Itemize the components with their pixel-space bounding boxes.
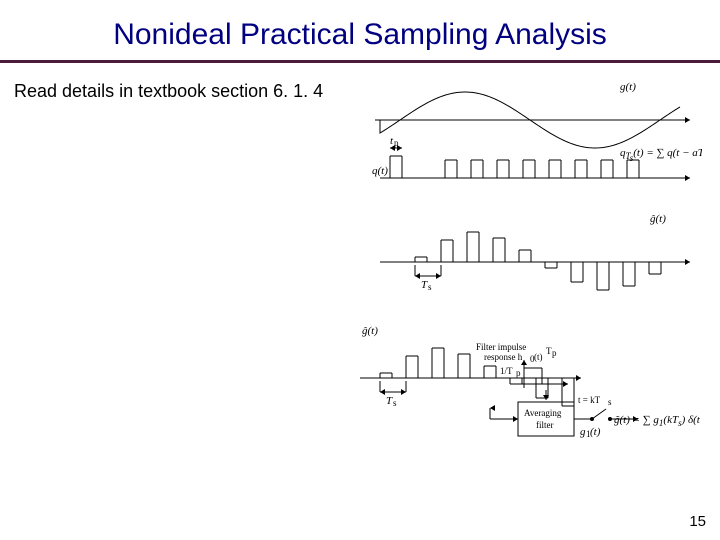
svg-text:g(t): g(t) (620, 82, 636, 93)
svg-text:response h: response h (484, 352, 523, 362)
svg-text:(t): (t) (534, 352, 543, 362)
svg-text:qTs(t) = ∑ q(t − aTs): qTs(t) = ∑ q(t − aTs) (620, 147, 702, 163)
slide-title: Nonideal Practical Sampling Analysis (0, 0, 720, 60)
svg-text:s: s (393, 398, 397, 408)
svg-text:t = kT: t = kT (578, 395, 601, 405)
svg-text:1/T: 1/T (500, 366, 513, 376)
svg-text:Filter impulse: Filter impulse (476, 342, 526, 352)
svg-text:ĝ(t): ĝ(t) (650, 213, 666, 225)
svg-text:p: p (552, 348, 557, 358)
svg-text:filter: filter (536, 420, 554, 430)
svg-text:p: p (394, 138, 399, 148)
svg-text:s: s (608, 397, 612, 407)
svg-text:g̃(t) = ∑ g1(kTs) δ(t − kTs): g̃(t) = ∑ g1(kTs) δ(t − kTs) (614, 414, 702, 428)
page-number: 15 (689, 513, 706, 530)
svg-text:s: s (428, 282, 432, 292)
sampling-diagram: g(t)q(t)tpqTs(t) = ∑ q(t − aTs)Tsĝ(t)Tsĝ… (350, 82, 702, 482)
svg-text:p: p (516, 368, 521, 378)
diagram-svg: g(t)q(t)tpqTs(t) = ∑ q(t − aTs)Tsĝ(t)Tsĝ… (350, 82, 702, 482)
svg-text:T: T (386, 395, 393, 407)
svg-text:T: T (421, 279, 428, 291)
svg-text:q(t): q(t) (372, 165, 388, 177)
svg-text:(t): (t) (590, 426, 601, 438)
svg-text:Averaging: Averaging (524, 408, 562, 418)
svg-text:ĝ(t): ĝ(t) (362, 325, 378, 337)
